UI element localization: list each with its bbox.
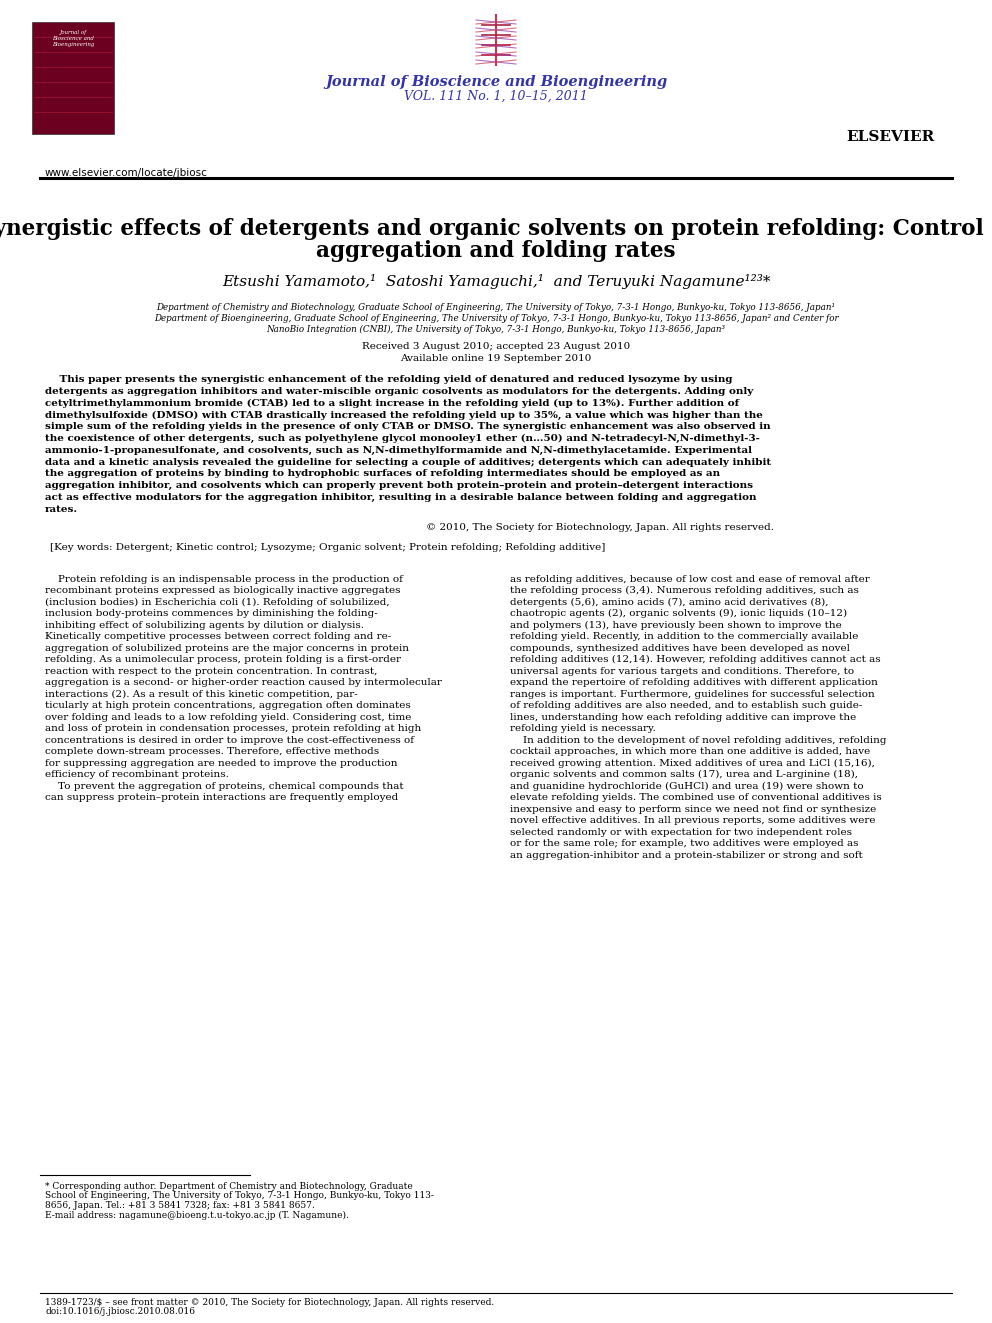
Text: selected randomly or with expectation for two independent roles: selected randomly or with expectation fo… xyxy=(510,828,852,836)
Text: inexpensive and easy to perform since we need not find or synthesize: inexpensive and easy to perform since we… xyxy=(510,804,876,814)
Text: ammonio-1-propanesulfonate, and cosolvents, such as N,N-dimethylformamide and N,: ammonio-1-propanesulfonate, and cosolven… xyxy=(45,446,752,455)
Text: interactions (2). As a result of this kinetic competition, par-: interactions (2). As a result of this ki… xyxy=(45,689,358,699)
Text: and guanidine hydrochloride (GuHCl) and urea (19) were shown to: and guanidine hydrochloride (GuHCl) and … xyxy=(510,782,864,791)
Text: VOL. 111 No. 1, 10–15, 2011: VOL. 111 No. 1, 10–15, 2011 xyxy=(404,90,588,103)
Text: elevate refolding yields. The combined use of conventional additives is: elevate refolding yields. The combined u… xyxy=(510,792,882,802)
Text: E-mail address: nagamune@bioeng.t.u-tokyo.ac.jp (T. Nagamune).: E-mail address: nagamune@bioeng.t.u-toky… xyxy=(45,1211,349,1220)
Text: expand the repertoire of refolding additives with different application: expand the repertoire of refolding addit… xyxy=(510,679,878,687)
Text: Journal of
Bioscience and
Bioengineering: Journal of Bioscience and Bioengineering xyxy=(52,30,94,46)
Text: doi:10.1016/j.jbiosc.2010.08.016: doi:10.1016/j.jbiosc.2010.08.016 xyxy=(45,1307,195,1316)
Text: universal agents for various targets and conditions. Therefore, to: universal agents for various targets and… xyxy=(510,667,854,676)
Text: and polymers (13), have previously been shown to improve the: and polymers (13), have previously been … xyxy=(510,620,842,630)
Text: ranges is important. Furthermore, guidelines for successful selection: ranges is important. Furthermore, guidel… xyxy=(510,689,875,699)
Text: or for the same role; for example, two additives were employed as: or for the same role; for example, two a… xyxy=(510,839,858,848)
Text: aggregation and folding rates: aggregation and folding rates xyxy=(316,239,676,262)
Text: refolding yield is necessary.: refolding yield is necessary. xyxy=(510,724,656,733)
Text: rates.: rates. xyxy=(45,505,78,513)
Text: compounds, synthesized additives have been developed as novel: compounds, synthesized additives have be… xyxy=(510,643,850,652)
Text: efficiency of recombinant proteins.: efficiency of recombinant proteins. xyxy=(45,770,229,779)
Text: Available online 19 September 2010: Available online 19 September 2010 xyxy=(401,355,591,363)
Text: (inclusion bodies) in Escherichia coli (1). Refolding of solubilized,: (inclusion bodies) in Escherichia coli (… xyxy=(45,598,390,607)
Text: detergents as aggregation inhibitors and water-miscible organic cosolvents as mo: detergents as aggregation inhibitors and… xyxy=(45,386,753,396)
Text: * Corresponding author. Department of Chemistry and Biotechnology, Graduate: * Corresponding author. Department of Ch… xyxy=(45,1181,413,1191)
Text: the coexistence of other detergents, such as polyethylene glycol monooley1 ether: the coexistence of other detergents, suc… xyxy=(45,434,760,443)
Text: Protein refolding is an indispensable process in the production of: Protein refolding is an indispensable pr… xyxy=(45,574,403,583)
Text: dimethylsulfoxide (DMSO) with CTAB drastically increased the refolding yield up : dimethylsulfoxide (DMSO) with CTAB drast… xyxy=(45,410,763,419)
Text: recombinant proteins expressed as biologically inactive aggregates: recombinant proteins expressed as biolog… xyxy=(45,586,401,595)
Text: of refolding additives are also needed, and to establish such guide-: of refolding additives are also needed, … xyxy=(510,701,862,710)
Text: aggregation of solubilized proteins are the major concerns in protein: aggregation of solubilized proteins are … xyxy=(45,643,409,652)
Text: inclusion body-proteins commences by diminishing the folding-: inclusion body-proteins commences by dim… xyxy=(45,609,378,618)
Text: To prevent the aggregation of proteins, chemical compounds that: To prevent the aggregation of proteins, … xyxy=(45,782,404,791)
Text: This paper presents the synergistic enhancement of the refolding yield of denatu: This paper presents the synergistic enha… xyxy=(45,374,732,384)
Text: detergents (5,6), amino acids (7), amino acid derivatives (8),: detergents (5,6), amino acids (7), amino… xyxy=(510,598,828,607)
Text: as refolding additives, because of low cost and ease of removal after: as refolding additives, because of low c… xyxy=(510,574,870,583)
Text: refolding. As a unimolecular process, protein folding is a first-order: refolding. As a unimolecular process, pr… xyxy=(45,655,401,664)
Text: In addition to the development of novel refolding additives, refolding: In addition to the development of novel … xyxy=(510,736,887,745)
Text: Synergistic effects of detergents and organic solvents on protein refolding: Con: Synergistic effects of detergents and or… xyxy=(0,218,992,239)
Text: can suppress protein–protein interactions are frequently employed: can suppress protein–protein interaction… xyxy=(45,792,398,802)
Text: complete down-stream processes. Therefore, effective methods: complete down-stream processes. Therefor… xyxy=(45,747,379,757)
Text: Etsushi Yamamoto,¹  Satoshi Yamaguchi,¹  and Teruyuki Nagamune¹²³*: Etsushi Yamamoto,¹ Satoshi Yamaguchi,¹ a… xyxy=(222,274,770,288)
Text: an aggregation-inhibitor and a protein-stabilizer or strong and soft: an aggregation-inhibitor and a protein-s… xyxy=(510,851,863,860)
Text: Department of Bioengineering, Graduate School of Engineering, The University of : Department of Bioengineering, Graduate S… xyxy=(154,314,838,323)
Text: the aggregation of proteins by binding to hydrophobic surfaces of refolding inte: the aggregation of proteins by binding t… xyxy=(45,470,720,479)
Text: cocktail approaches, in which more than one additive is added, have: cocktail approaches, in which more than … xyxy=(510,747,870,757)
Text: received growing attention. Mixed additives of urea and LiCl (15,16),: received growing attention. Mixed additi… xyxy=(510,758,875,767)
Text: simple sum of the refolding yields in the presence of only CTAB or DMSO. The syn: simple sum of the refolding yields in th… xyxy=(45,422,771,431)
Text: School of Engineering, The University of Tokyo, 7-3-1 Hongo, Bunkyo-ku, Tokyo 11: School of Engineering, The University of… xyxy=(45,1192,434,1200)
Text: reaction with respect to the protein concentration. In contrast,: reaction with respect to the protein con… xyxy=(45,667,377,676)
Text: aggregation is a second- or higher-order reaction caused by intermolecular: aggregation is a second- or higher-order… xyxy=(45,679,441,687)
Text: inhibiting effect of solubilizing agents by dilution or dialysis.: inhibiting effect of solubilizing agents… xyxy=(45,620,364,630)
Text: chaotropic agents (2), organic solvents (9), ionic liquids (10–12): chaotropic agents (2), organic solvents … xyxy=(510,609,847,618)
Text: www.elsevier.com/locate/jbiosc: www.elsevier.com/locate/jbiosc xyxy=(45,168,208,179)
Text: refolding yield. Recently, in addition to the commercially available: refolding yield. Recently, in addition t… xyxy=(510,632,858,642)
Text: 1389-1723/$ – see front matter © 2010, The Society for Biotechnology, Japan. All: 1389-1723/$ – see front matter © 2010, T… xyxy=(45,1298,494,1307)
Text: act as effective modulators for the aggregation inhibitor, resulting in a desira: act as effective modulators for the aggr… xyxy=(45,493,757,501)
Text: data and a kinetic analysis revealed the guideline for selecting a couple of add: data and a kinetic analysis revealed the… xyxy=(45,458,771,467)
Text: Kinetically competitive processes between correct folding and re-: Kinetically competitive processes betwee… xyxy=(45,632,391,642)
Text: concentrations is desired in order to improve the cost-effectiveness of: concentrations is desired in order to im… xyxy=(45,736,414,745)
Text: lines, understanding how each refolding additive can improve the: lines, understanding how each refolding … xyxy=(510,713,856,721)
Bar xyxy=(32,22,114,134)
Text: the refolding process (3,4). Numerous refolding additives, such as: the refolding process (3,4). Numerous re… xyxy=(510,586,859,595)
Text: [Key words: Detergent; Kinetic control; Lysozyme; Organic solvent; Protein refol: [Key words: Detergent; Kinetic control; … xyxy=(50,542,605,552)
Text: and loss of protein in condensation processes, protein refolding at high: and loss of protein in condensation proc… xyxy=(45,724,422,733)
Text: novel effective additives. In all previous reports, some additives were: novel effective additives. In all previo… xyxy=(510,816,876,826)
Text: © 2010, The Society for Biotechnology, Japan. All rights reserved.: © 2010, The Society for Biotechnology, J… xyxy=(426,523,774,532)
Text: over folding and leads to a low refolding yield. Considering cost, time: over folding and leads to a low refoldin… xyxy=(45,713,412,721)
Text: cetyltrimethylammonium bromide (CTAB) led to a slight increase in the refolding : cetyltrimethylammonium bromide (CTAB) le… xyxy=(45,398,739,407)
Text: aggregation inhibitor, and cosolvents which can properly prevent both protein–pr: aggregation inhibitor, and cosolvents wh… xyxy=(45,482,753,491)
Text: Received 3 August 2010; accepted 23 August 2010: Received 3 August 2010; accepted 23 Augu… xyxy=(362,343,630,351)
Text: organic solvents and common salts (17), urea and L-arginine (18),: organic solvents and common salts (17), … xyxy=(510,770,858,779)
Text: ELSEVIER: ELSEVIER xyxy=(846,130,934,144)
Text: Department of Chemistry and Biotechnology, Graduate School of Engineering, The U: Department of Chemistry and Biotechnolog… xyxy=(157,303,835,312)
Text: for suppressing aggregation are needed to improve the production: for suppressing aggregation are needed t… xyxy=(45,758,398,767)
Text: 8656, Japan. Tel.: +81 3 5841 7328; fax: +81 3 5841 8657.: 8656, Japan. Tel.: +81 3 5841 7328; fax:… xyxy=(45,1201,314,1211)
Text: Journal of Bioscience and Bioengineering: Journal of Bioscience and Bioengineering xyxy=(324,75,668,89)
Text: refolding additives (12,14). However, refolding additives cannot act as: refolding additives (12,14). However, re… xyxy=(510,655,881,664)
Text: NanoBio Integration (CNBI), The University of Tokyo, 7-3-1 Hongo, Bunkyo-ku, Tok: NanoBio Integration (CNBI), The Universi… xyxy=(267,325,725,335)
Text: ticularly at high protein concentrations, aggregation often dominates: ticularly at high protein concentrations… xyxy=(45,701,411,710)
